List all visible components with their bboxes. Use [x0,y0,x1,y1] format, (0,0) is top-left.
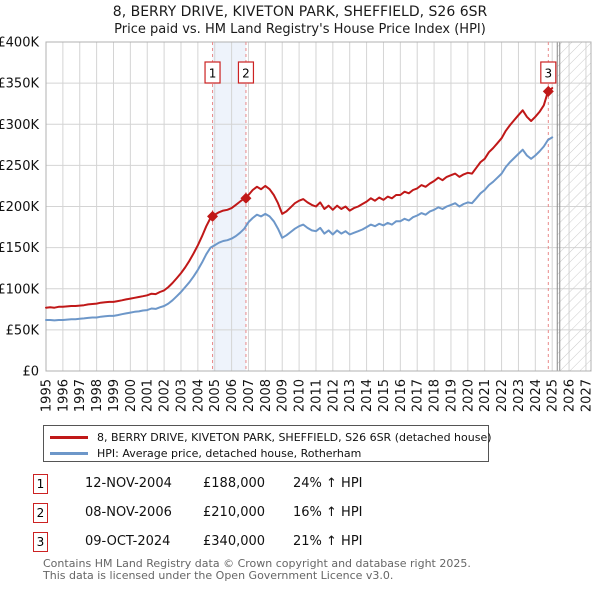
svg-text:2014: 2014 [360,379,375,412]
svg-text:2000: 2000 [124,379,139,412]
svg-text:2006: 2006 [225,379,240,412]
license-line-1: Contains HM Land Registry data © Crown c… [43,557,471,570]
license-line-2: This data is licensed under the Open Gov… [43,569,394,582]
svg-text:£400K: £400K [0,36,39,51]
page-subtitle: Price paid vs. HM Land Registry's House … [114,22,486,37]
hpi-line-swatch [50,451,88,455]
svg-text:£100K: £100K [0,282,39,297]
svg-text:2021: 2021 [478,379,493,412]
svg-text:2026: 2026 [563,379,578,412]
legend-item-hpi: HPI: Average price, detached house, Roth… [50,445,482,461]
sale-price: £340,000 [203,534,266,549]
svg-text:2005: 2005 [208,379,223,412]
svg-text:2013: 2013 [343,379,358,412]
svg-text:1996: 1996 [56,379,71,412]
svg-text:1998: 1998 [90,379,105,412]
svg-text:£300K: £300K [0,118,39,133]
license-footer: Contains HM Land Registry data © Crown c… [43,558,583,582]
svg-text:2: 2 [242,67,250,81]
property-line-swatch [50,435,88,439]
sale-table-row: 2 08-NOV-2006 £210,000 16% ↑ HPI [0,503,600,524]
x-axis-labels: 1995 1996 1997 1998 1999 2000 2001 2002 2003 2004… [40,379,595,412]
sale-marker-badge: 2 [33,503,48,523]
svg-text:3: 3 [544,67,552,81]
svg-text:£50K: £50K [6,323,40,338]
svg-text:2022: 2022 [495,379,510,412]
sale-table-row: 1 12-NOV-2004 £188,000 24% ↑ HPI [0,474,600,495]
y-axis-labels: £0 £50K £100K £150K £200K £250K £300K £350K £400… [0,36,39,380]
plot-border [45,41,592,372]
sale-price: £210,000 [203,505,266,520]
sale-number-flags: 1 2 3 [204,61,557,84]
svg-text:1995: 1995 [40,379,55,412]
chart-legend: 8, BERRY DRIVE, KIVETON PARK, SHEFFIELD,… [43,425,492,462]
svg-text:£0: £0 [22,365,39,380]
future-hatch-region [556,42,591,371]
svg-text:2010: 2010 [293,379,308,412]
chart-gridlines [45,41,591,372]
legend-item-property: 8, BERRY DRIVE, KIVETON PARK, SHEFFIELD,… [50,429,492,445]
sale-date: 09-OCT-2024 [85,534,171,549]
sale-date: 12-NOV-2004 [85,476,172,491]
sale-table-row: 3 09-OCT-2024 £340,000 21% ↑ HPI [0,532,600,553]
svg-text:2016: 2016 [394,379,409,412]
svg-text:£200K: £200K [0,200,39,215]
svg-text:2027: 2027 [579,379,594,412]
svg-text:2025: 2025 [546,379,561,412]
svg-text:2017: 2017 [411,379,426,412]
sale-vs-hpi: 21% ↑ HPI [293,534,363,549]
sale-vs-hpi: 16% ↑ HPI [293,505,363,520]
sale-price: £188,000 [203,476,266,491]
svg-text:£350K: £350K [0,77,39,92]
svg-text:1: 1 [209,67,217,81]
svg-text:2004: 2004 [191,379,206,412]
sale-vs-hpi: 24% ↑ HPI [293,476,363,491]
svg-text:2018: 2018 [428,379,443,412]
price-history-chart: 1 2 3 £0 £50K £100K £150K £200K £250K £300K £350K… [0,36,595,413]
svg-text:2009: 2009 [276,379,291,412]
svg-text:2002: 2002 [158,379,173,412]
sale-marker-badge: 3 [33,532,48,552]
svg-text:1999: 1999 [107,379,122,412]
svg-text:2023: 2023 [512,379,527,412]
svg-text:£250K: £250K [0,159,39,174]
sale-date: 08-NOV-2006 [85,505,172,520]
sale-marker-badge: 1 [33,474,48,494]
svg-text:1997: 1997 [73,379,88,412]
svg-text:2019: 2019 [444,379,459,412]
legend-label: 8, BERRY DRIVE, KIVETON PARK, SHEFFIELD,… [97,430,492,444]
sale-diamond-markers [207,85,554,222]
svg-text:2001: 2001 [141,379,156,412]
svg-text:2008: 2008 [259,379,274,412]
svg-text:2012: 2012 [326,379,341,412]
svg-text:2015: 2015 [377,379,392,412]
page-title: 8, BERRY DRIVE, KIVETON PARK, SHEFFIELD,… [112,4,488,20]
legend-label: HPI: Average price, detached house, Roth… [97,446,362,460]
svg-text:2011: 2011 [309,379,324,412]
svg-text:2020: 2020 [461,379,476,412]
svg-text:2003: 2003 [174,379,189,412]
price-series-lines [45,87,554,322]
svg-text:2007: 2007 [242,379,257,412]
svg-text:£150K: £150K [0,241,39,256]
svg-text:2024: 2024 [529,379,544,412]
